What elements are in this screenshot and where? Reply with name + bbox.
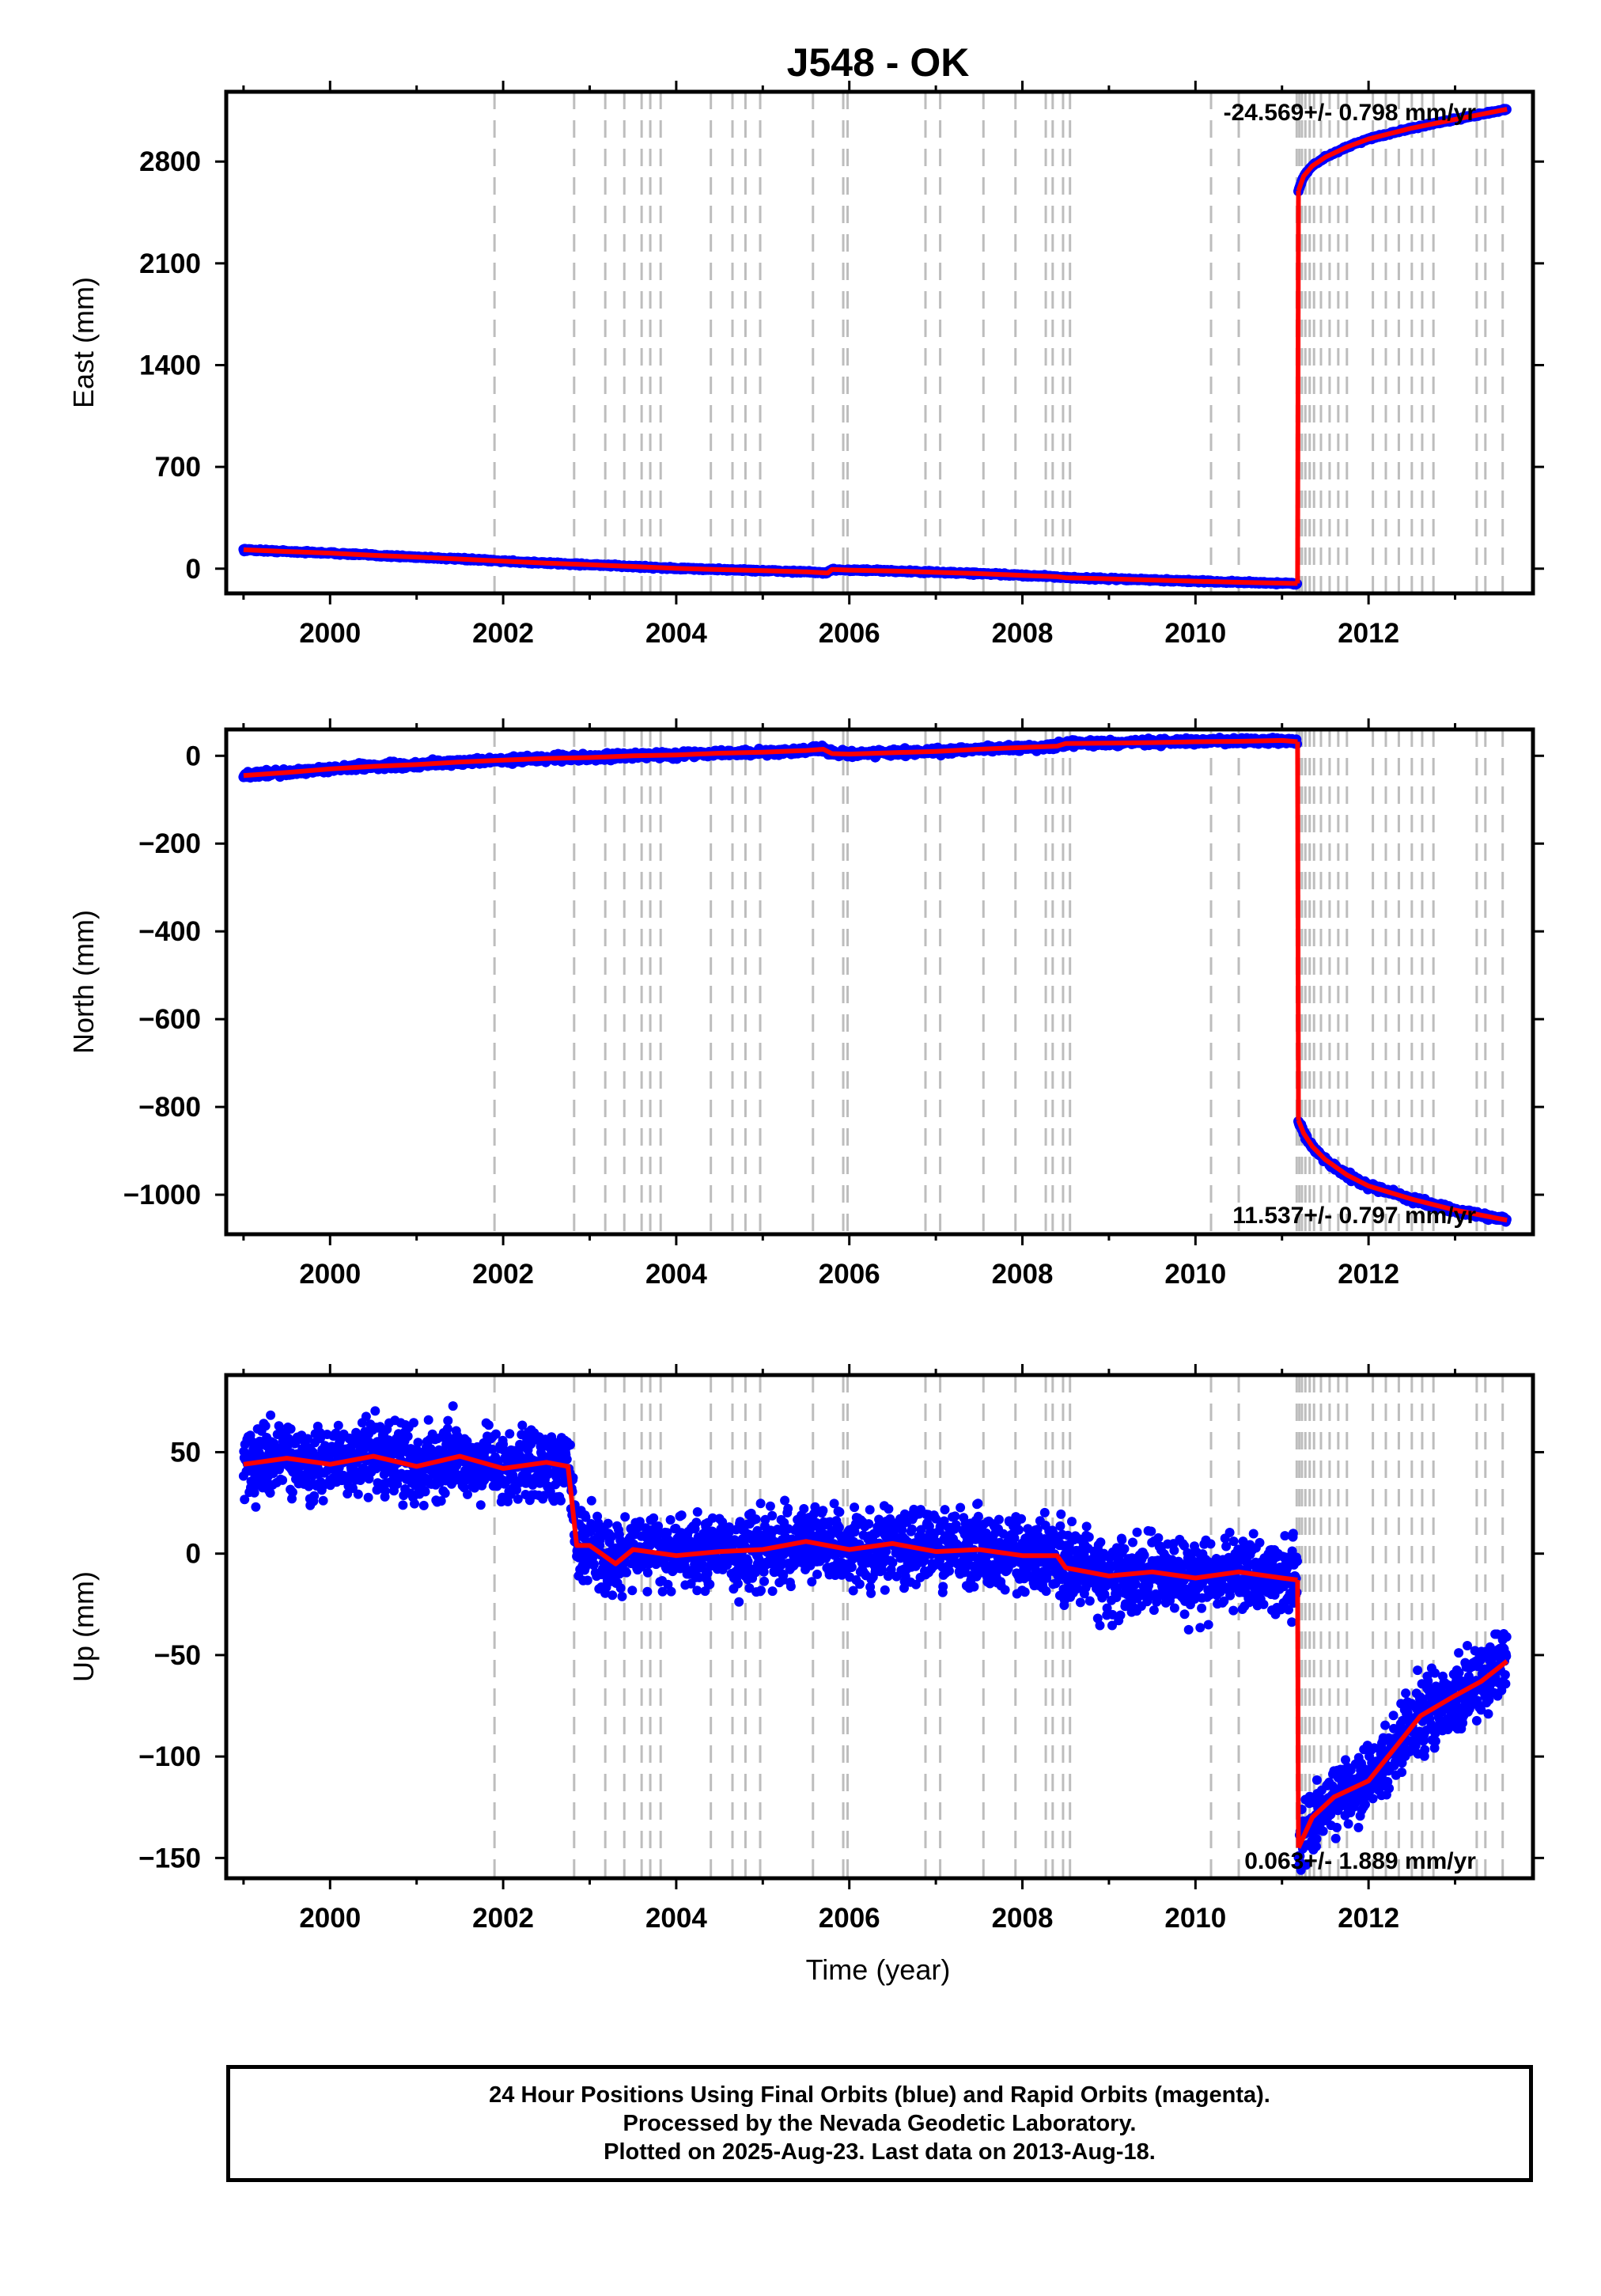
data-point: [436, 1496, 446, 1506]
north-panel: 2000 2002 2004 2006 2008 2010 2012 0 −200 −400 −60…: [67, 718, 1544, 1290]
model-jump: [1295, 741, 1301, 1120]
x-tick-label: 2010: [1164, 1259, 1226, 1290]
model-line: [243, 737, 1298, 779]
data-point: [370, 1406, 380, 1416]
scatter-series: [238, 733, 1303, 783]
rate-label: 11.537+/- 0.797 mm/yr: [1232, 1203, 1476, 1229]
x-tick-label: 2004: [645, 1259, 707, 1290]
data-layer: [238, 733, 1512, 1227]
scatter-series: [238, 1401, 1302, 1635]
data-point: [251, 1502, 261, 1512]
data-point: [286, 1424, 296, 1434]
scatter-series: [238, 544, 1303, 590]
model-line: [243, 547, 1298, 586]
x-tick-label: 2006: [819, 1259, 880, 1290]
data-point: [418, 1500, 429, 1510]
y-tick-label: 0: [186, 554, 201, 585]
x-tick-label: 2002: [472, 1259, 534, 1290]
data-point: [463, 1489, 472, 1499]
data-point: [240, 1495, 250, 1505]
data-point: [398, 1500, 408, 1510]
data-point: [318, 1495, 328, 1506]
plot-frame: [224, 727, 1535, 1237]
data-point: [333, 1420, 343, 1430]
data-point: [266, 1410, 276, 1420]
data-point: [442, 1423, 452, 1434]
data-point: [303, 1434, 312, 1444]
up-panel: 2000 2002 2004 2006 2008 2010 2012500−50−100−1…: [67, 1364, 1544, 1934]
x-tick-label: 2004: [645, 618, 707, 649]
data-point: [443, 1415, 453, 1426]
model-line: [1296, 1119, 1508, 1223]
data-point: [413, 1438, 423, 1448]
data-point: [287, 1487, 297, 1498]
x-tick-label: 2006: [819, 618, 880, 649]
model-line: [1296, 107, 1508, 192]
x-tick-label: 2002: [472, 618, 534, 649]
data-point: [372, 1485, 382, 1495]
y-axis-label: East (mm): [67, 277, 100, 408]
chart-title: J548 - OK: [787, 40, 970, 85]
data-point: [265, 1488, 275, 1498]
data-point: [309, 1491, 320, 1501]
data-point: [420, 1487, 430, 1497]
y-tick-label: 2800: [139, 146, 201, 177]
data-layer: [238, 104, 1512, 590]
x-tick-label: 2000: [299, 1259, 361, 1290]
data-point: [363, 1492, 373, 1502]
event-lines: [493, 92, 1504, 593]
data-point: [423, 1415, 433, 1425]
x-tick-label: 2010: [1164, 618, 1226, 649]
data-point: [440, 1488, 450, 1498]
y-tick-label: 700: [155, 452, 201, 483]
y-tick-label: 1400: [139, 350, 201, 381]
y-axis-label: North (mm): [67, 910, 100, 1054]
data-point: [448, 1401, 458, 1411]
y-tick-label: −400: [138, 916, 201, 947]
model-jump: [1295, 190, 1301, 584]
data-point: [249, 1487, 259, 1498]
data-point: [409, 1418, 418, 1428]
data-point: [260, 1421, 271, 1431]
data-point: [361, 1411, 371, 1422]
x-tick-label: 2012: [1338, 1259, 1399, 1290]
rate-label: -24.569+/- 0.798 mm/yr: [1224, 100, 1477, 126]
x-tick-label: 2000: [299, 618, 361, 649]
data-layer: [238, 1401, 1512, 1875]
x-tick-label: 2012: [1338, 618, 1399, 649]
y-tick-label: 0: [186, 741, 201, 771]
data-point: [274, 1464, 284, 1475]
y-tick-label: 2100: [139, 248, 201, 279]
plot-frame: [224, 89, 1535, 596]
data-point: [380, 1486, 390, 1496]
y-tick-label: −200: [138, 828, 201, 859]
y-tick-label: −1000: [123, 1180, 201, 1211]
data-point: [278, 1475, 288, 1485]
east-panel: 2000 2002 2004 2006 2008 2010 2012 0 700 1400 2100…: [67, 81, 1544, 649]
x-tick-label: 2008: [992, 618, 1054, 649]
y-tick-label: −800: [138, 1092, 201, 1123]
data-point: [403, 1431, 413, 1442]
event-lines: [493, 729, 1504, 1234]
y-tick-label: −600: [138, 1004, 201, 1035]
data-point: [353, 1489, 363, 1499]
x-tick-label: 2008: [992, 1259, 1054, 1290]
data-point: [410, 1498, 419, 1509]
